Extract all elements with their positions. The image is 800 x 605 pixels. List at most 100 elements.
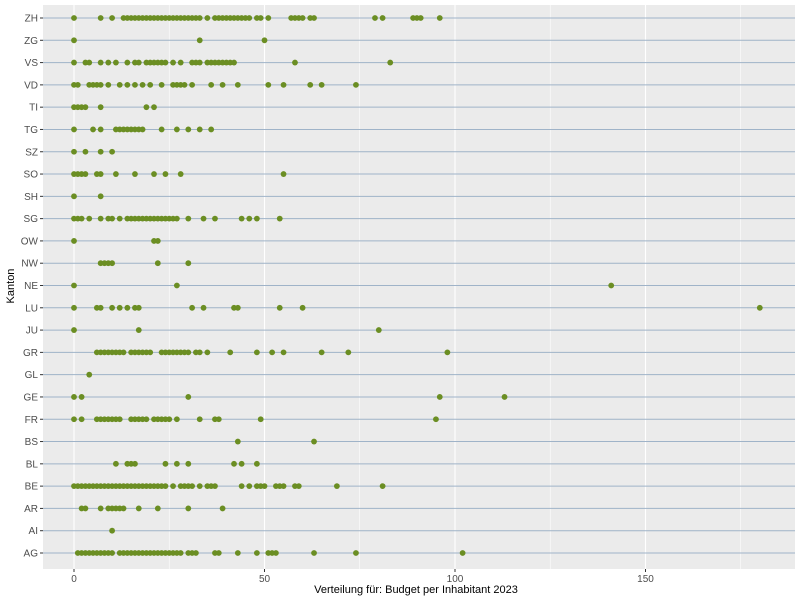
y-tick-label-ai: AI [29,526,38,537]
data-point-fr [71,416,77,423]
data-point-gr [269,349,276,356]
y-tick-label-gl: GL [25,370,39,381]
data-point-ag [311,550,317,556]
data-point-lu [109,304,115,311]
data-point-tg [208,126,215,133]
data-point-vd [124,81,131,88]
data-point-bl [132,460,138,467]
data-point-zh [71,15,77,21]
data-point-ti [143,104,150,111]
x-axis-ticks: 0 50 100 150 [71,569,654,585]
data-point-sg [212,215,218,222]
data-point-lu [124,304,131,311]
y-axis-ticks: AG AI AR BE BL BS FR GE GL GR JU LU NE NW OW SG SH SO SZ TG… [21,14,43,560]
data-point-sg [97,215,104,222]
data-point-ar [97,505,104,512]
y-tick-label-be: BE [25,482,39,493]
y-tick-label-so: SO [24,170,39,181]
data-point-sg [116,215,123,222]
data-point-vd [280,81,287,88]
y-tick-label-vd: VD [24,80,38,91]
y-tick-label-zh: ZH [25,14,38,25]
data-point-nw [109,260,115,267]
data-point-so [162,171,169,177]
data-point-bl [173,460,180,467]
data-point-lu [135,304,142,311]
data-point-gr [318,349,325,356]
data-point-zh [436,15,443,21]
data-point-gr [185,349,192,356]
data-point-so [280,171,287,177]
data-point-ne [608,282,615,289]
data-point-sg [238,215,245,222]
data-point-vd [158,81,165,88]
data-point-ne [173,282,180,289]
data-point-zh [246,15,253,21]
y-tick-label-zg: ZG [24,36,38,47]
data-point-vs [113,59,119,66]
data-point-vs [97,59,104,66]
data-point-vd [265,81,272,88]
x-tick-label: 150 [637,574,654,585]
data-point-bs [311,438,317,445]
data-point-ju [71,327,77,333]
data-point-zh [299,15,306,21]
y-tick-label-sz: SZ [25,147,38,158]
data-point-bl [185,460,192,467]
data-point-sg [86,215,93,222]
data-point-vs [177,59,184,66]
data-point-lu [71,304,77,311]
data-point-zh [109,15,115,21]
data-point-lu [756,304,763,311]
data-point-sz [109,148,115,155]
data-point-vd [353,81,359,88]
plot-panel [43,5,795,569]
data-point-ti [97,104,104,111]
data-point-ge [71,394,77,400]
data-point-fr [257,416,264,423]
data-point-fr [173,416,180,423]
data-point-lu [234,304,241,311]
data-points [71,15,763,556]
data-point-ar [135,505,142,512]
data-point-be [162,483,169,490]
data-point-gr [120,349,127,356]
data-point-vs [71,59,77,66]
data-point-vs [170,59,176,66]
x-axis-title: Verteilung für: Budget per Inhabitant 20… [314,584,518,596]
data-point-vs [162,59,169,66]
data-point-lu [200,304,207,311]
data-point-ge [78,394,85,400]
data-point-vd [234,81,241,88]
data-point-nw [154,260,161,267]
data-point-zh [204,15,211,21]
data-point-tg [97,126,104,133]
data-point-so [113,171,119,177]
data-point-ar [219,505,226,512]
data-point-lu [189,304,196,311]
data-point-vd [208,81,215,88]
data-point-fr [143,416,150,423]
data-point-be [170,483,176,490]
data-point-fr [215,416,222,423]
data-point-fr [78,416,85,423]
data-point-sg [185,215,192,222]
data-point-ow [154,238,161,244]
data-point-vs [105,59,112,66]
data-point-so [97,171,104,177]
data-point-be [212,483,218,490]
y-tick-label-vs: VS [25,58,39,69]
data-point-so [82,171,89,177]
data-point-vs [86,59,93,66]
data-point-zh [372,15,378,21]
data-point-sg [78,215,85,222]
data-point-fr [433,416,439,423]
data-point-bl [162,460,169,467]
data-point-sh [97,193,104,200]
data-point-sg [173,215,180,222]
data-point-ge [185,394,192,400]
x-tick-label: 50 [259,574,271,585]
y-tick-label-sg: SG [24,214,39,225]
data-point-ar [185,505,192,512]
